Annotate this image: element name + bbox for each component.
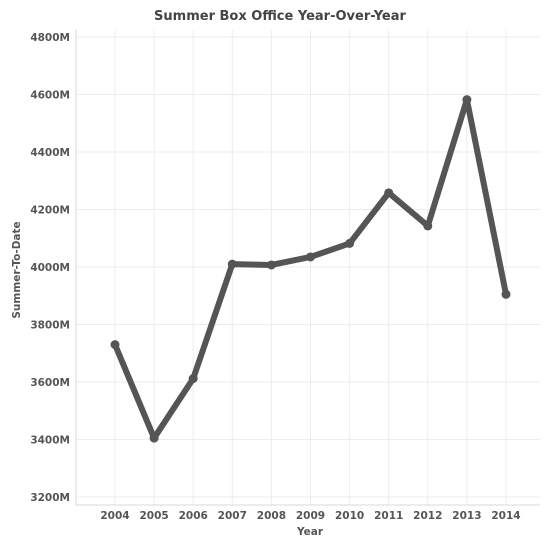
data-point xyxy=(501,289,511,299)
data-point xyxy=(149,433,159,443)
y-tick-label: 4400M xyxy=(30,147,70,159)
chart-title: Summer Box Office Year-Over-Year xyxy=(154,9,406,24)
y-tick-label: 4800M xyxy=(30,32,70,44)
y-tick-label: 4000M xyxy=(30,262,70,274)
x-tick-label: 2012 xyxy=(413,510,442,522)
data-point xyxy=(345,238,355,248)
y-tick-label: 3600M xyxy=(30,377,70,389)
data-point xyxy=(384,188,394,198)
axes xyxy=(75,30,540,506)
y-tick-label: 4200M xyxy=(30,205,70,217)
x-axis-ticks: 2004 2005 2006 2007 2008 2009 2010 2011 2012 2013… xyxy=(100,510,520,522)
x-tick-label: 2014 xyxy=(491,510,520,522)
x-tick-label: 2011 xyxy=(374,510,403,522)
y-axis-label: Summer-To-Date xyxy=(11,221,23,318)
data-point xyxy=(306,252,315,262)
data-point xyxy=(266,260,276,270)
x-tick-label: 2008 xyxy=(257,510,286,522)
y-tick-label: 4600M xyxy=(30,90,70,102)
x-tick-label: 2009 xyxy=(296,510,325,522)
x-tick-label: 2007 xyxy=(218,510,247,522)
data-series xyxy=(110,95,511,443)
x-tick-label: 2010 xyxy=(335,510,364,522)
y-tick-label: 3800M xyxy=(30,320,70,332)
x-tick-label: 2013 xyxy=(452,510,481,522)
data-point xyxy=(423,221,433,231)
y-axis-ticks: 3200M 3400M 3600M 3800M 4000M 4200M 4400M 4600M… xyxy=(30,32,70,504)
y-tick-label: 3400M xyxy=(30,435,70,447)
y-tick-label: 3200M xyxy=(30,492,70,504)
data-point xyxy=(227,259,237,269)
data-point xyxy=(462,95,472,105)
x-tick-label: 2004 xyxy=(100,510,129,522)
data-point xyxy=(110,340,120,350)
x-axis-label: Year xyxy=(296,526,324,538)
data-point xyxy=(188,374,198,384)
x-tick-label: 2005 xyxy=(139,510,168,522)
x-tick-label: 2006 xyxy=(179,510,208,522)
